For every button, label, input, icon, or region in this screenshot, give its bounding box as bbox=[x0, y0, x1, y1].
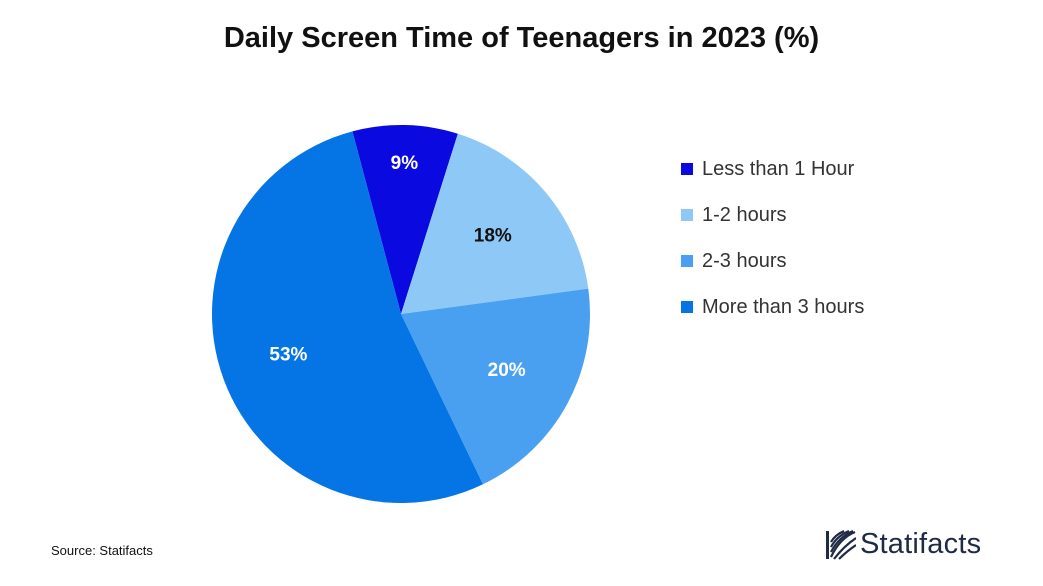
legend-swatch bbox=[681, 255, 693, 267]
chart-legend: Less than 1 Hour 1-2 hours 2-3 hours More t… bbox=[681, 146, 864, 330]
legend-item: 2-3 hours bbox=[681, 238, 864, 284]
pie-slice-4 bbox=[211, 131, 483, 504]
legend-label: More than 3 hours bbox=[702, 295, 865, 318]
legend-item: 1-2 hours bbox=[681, 192, 864, 238]
slice-label-1: 9% bbox=[391, 153, 419, 174]
legend-swatch bbox=[681, 301, 693, 313]
legend-item: More than 3 hours bbox=[681, 284, 864, 330]
chart-title: Daily Screen Time of Teenagers in 2023 (… bbox=[223, 22, 820, 54]
slice-label-3: 20% bbox=[488, 360, 526, 381]
slice-label-2: 18% bbox=[474, 226, 512, 247]
pie-slice-3 bbox=[401, 288, 590, 485]
pie-slice-2 bbox=[401, 133, 589, 314]
legend-item: Less than 1 Hour bbox=[681, 146, 864, 192]
statifacts-logo-icon bbox=[826, 529, 856, 560]
brand-logo: Statifacts bbox=[826, 528, 981, 561]
legend-swatch bbox=[681, 163, 693, 175]
legend-label: 2-3 hours bbox=[702, 249, 787, 272]
legend-label: Less than 1 Hour bbox=[702, 157, 855, 180]
brand-name: Statifacts bbox=[860, 528, 982, 560]
slice-label-4: 53% bbox=[269, 345, 307, 366]
legend-label: 1-2 hours bbox=[702, 203, 787, 226]
pie-slice-1 bbox=[352, 125, 458, 314]
legend-swatch bbox=[681, 209, 693, 221]
source-note: Source: Statifacts bbox=[51, 543, 153, 558]
